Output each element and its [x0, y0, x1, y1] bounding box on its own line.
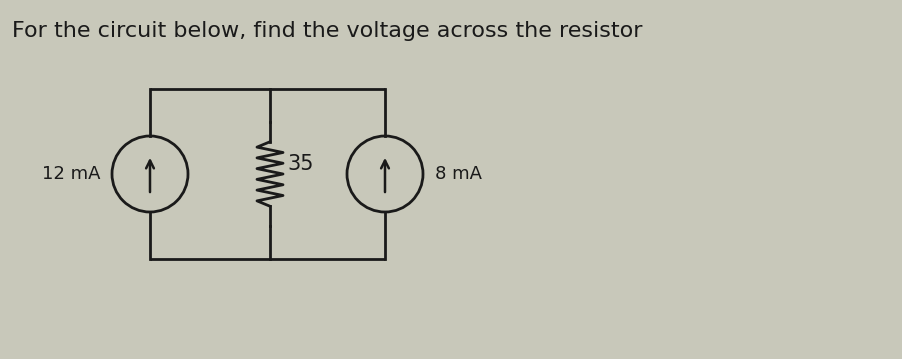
Text: 8 mA: 8 mA [435, 165, 482, 183]
Text: For the circuit below, find the voltage across the resistor: For the circuit below, find the voltage … [12, 21, 642, 41]
Text: 35: 35 [287, 154, 313, 174]
Text: 12 mA: 12 mA [41, 165, 100, 183]
